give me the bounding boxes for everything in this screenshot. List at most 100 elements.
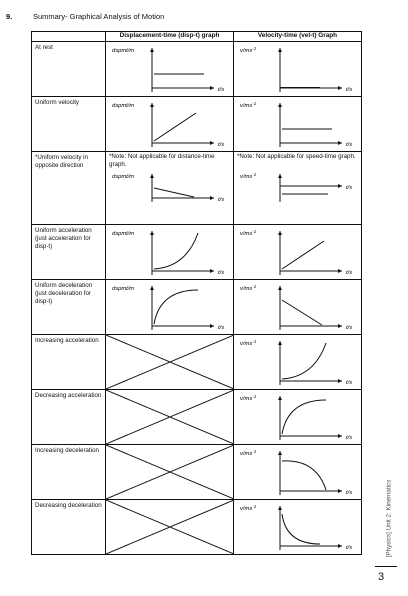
y-axis-label: v/ms-1 xyxy=(240,394,257,402)
graph-line xyxy=(153,187,195,198)
y-axis-label: dspmt/m xyxy=(112,174,134,180)
y-axis-label: dspmt/m xyxy=(112,48,134,54)
disp-graph: dspmt/m t/s xyxy=(112,48,224,93)
y-axis-label: v/ms-1 xyxy=(240,449,257,457)
x-axis-arrow xyxy=(338,86,342,90)
unit-sidebar: [Physics] Unit 2: Kinematics xyxy=(381,470,393,570)
y-axis-label-sup: -1 xyxy=(252,284,256,289)
x-axis-arrow xyxy=(338,269,342,273)
y-axis-arrow xyxy=(278,451,282,455)
y-axis-arrow xyxy=(150,103,154,107)
y-axis-label-sup: -1 xyxy=(252,229,256,234)
y-axis-label: dspmt/m xyxy=(112,286,134,292)
motion-label: Uniform velocity xyxy=(31,96,106,152)
disp-graph xyxy=(106,445,234,499)
y-axis-arrow xyxy=(278,174,282,178)
y-axis-label-sup: -1 xyxy=(252,504,256,509)
x-axis-label: t/s xyxy=(346,380,352,386)
table-row: Decreasing acceleration v/ms-1 t/s xyxy=(31,389,362,445)
y-axis-arrow xyxy=(150,286,154,290)
vel-graph: v/ms-1 t/s xyxy=(240,229,352,276)
x-axis-arrow xyxy=(338,544,342,548)
vel-graph: v/ms-1 t/s xyxy=(240,339,352,386)
graph-line xyxy=(281,240,325,270)
y-axis-arrow xyxy=(278,341,282,345)
graph-curve xyxy=(153,232,199,270)
vel-cell: v/ms-1 t/s xyxy=(233,389,362,445)
x-axis-label: t/s xyxy=(346,87,352,93)
x-axis-arrow xyxy=(210,141,214,145)
vel-graph: v/ms-1 t/s xyxy=(240,449,352,496)
vel-graph: v/ms-1 t/s xyxy=(240,101,352,148)
table-row: Decreasing deceleration v/ms-1 t/s xyxy=(31,499,362,555)
vel-graph: v/ms-1 t/s xyxy=(240,284,352,331)
disp-graph: dspmt/m t/s xyxy=(112,231,224,276)
x-axis-label: t/s xyxy=(218,142,224,148)
motion-label: Increasing acceleration xyxy=(31,334,106,390)
question-title: Summary- Graphical Analysis of Motion xyxy=(33,12,165,21)
vel-cell: v/ms-1 t/s xyxy=(233,499,362,555)
y-axis-arrow xyxy=(150,231,154,235)
x-axis-label: t/s xyxy=(346,185,352,191)
vel-cell: v/ms-1 t/s xyxy=(233,41,362,97)
disp-cell: dspmt/m t/s xyxy=(105,279,234,335)
table-row: Uniform acceleration (just acceleration … xyxy=(31,224,362,280)
y-axis-label: v/ms-1 xyxy=(240,101,257,109)
x-axis-label: t/s xyxy=(346,545,352,551)
y-axis-arrow xyxy=(278,506,282,510)
disp-cell xyxy=(105,389,234,445)
y-axis-arrow xyxy=(278,48,282,52)
disp-graph: dspmt/m t/s xyxy=(112,286,224,331)
x-axis-label: t/s xyxy=(346,490,352,496)
y-axis-label: dspmt/m xyxy=(112,103,134,109)
x-axis-arrow xyxy=(338,379,342,383)
graph-curve xyxy=(281,342,327,380)
disp-graph: dspmt/m t/s xyxy=(112,103,224,148)
header-velocity: Velocity-time (vel-t) Graph xyxy=(233,31,362,42)
header-displacement: Displacement-time (disp-t) graph xyxy=(105,31,234,42)
y-axis-arrow xyxy=(278,396,282,400)
y-axis-label: dspmt/m xyxy=(112,231,134,237)
motion-label: Uniform deceleration (just deceleration … xyxy=(31,279,106,335)
table-row: Increasing deceleration v/ms-1 t/s xyxy=(31,444,362,500)
y-axis-label: v/ms-1 xyxy=(240,339,257,347)
y-axis-label-sup: -1 xyxy=(252,339,256,344)
graph-curve xyxy=(281,460,327,491)
graph-curve xyxy=(153,289,199,325)
cross-line xyxy=(106,335,234,389)
disp-note: *Note: Not applicable for distance-time … xyxy=(109,153,215,168)
cross-line xyxy=(106,445,234,499)
x-axis-arrow xyxy=(338,184,342,188)
disp-cell: *Note: Not applicable for distance-time … xyxy=(105,151,234,225)
vel-cell: v/ms-1 t/s xyxy=(233,279,362,335)
disp-cell: dspmt/m t/s xyxy=(105,96,234,152)
y-axis-label-sup: -1 xyxy=(252,449,256,454)
y-axis-arrow xyxy=(278,231,282,235)
graph-curve xyxy=(281,399,327,435)
disp-graph xyxy=(106,390,234,444)
disp-cell xyxy=(105,444,234,500)
graph-line xyxy=(281,299,323,326)
y-axis-label-sup: -1 xyxy=(252,101,256,106)
unit-label: [Physics] Unit 2: Kinematics xyxy=(385,479,393,558)
table-row: At rest dspmt/m t/s v/ms-1 t/s xyxy=(31,41,362,97)
y-axis-arrow xyxy=(278,103,282,107)
page-divider xyxy=(375,566,397,567)
y-axis-label: v/ms-1 xyxy=(240,229,257,237)
motion-label: Decreasing acceleration xyxy=(31,389,106,445)
cross-line xyxy=(106,500,234,554)
disp-cell: dspmt/m t/s xyxy=(105,41,234,97)
vel-graph: v/ms-1 t/s xyxy=(240,172,352,202)
disp-cell: dspmt/m t/s xyxy=(105,224,234,280)
graph-curve xyxy=(281,513,321,545)
x-axis-label: t/s xyxy=(218,270,224,276)
y-axis-arrow xyxy=(150,174,154,178)
table-row: Increasing acceleration v/ms-1 t/s xyxy=(31,334,362,390)
y-axis-arrow xyxy=(150,48,154,52)
motion-label: Uniform acceleration (just acceleration … xyxy=(31,224,106,280)
vel-graph: v/ms-1 t/s xyxy=(240,504,352,551)
y-axis-label-sup: -1 xyxy=(252,394,256,399)
y-axis-label: v/ms-1 xyxy=(240,284,257,292)
header-blank xyxy=(31,31,106,42)
x-axis-arrow xyxy=(210,196,214,200)
